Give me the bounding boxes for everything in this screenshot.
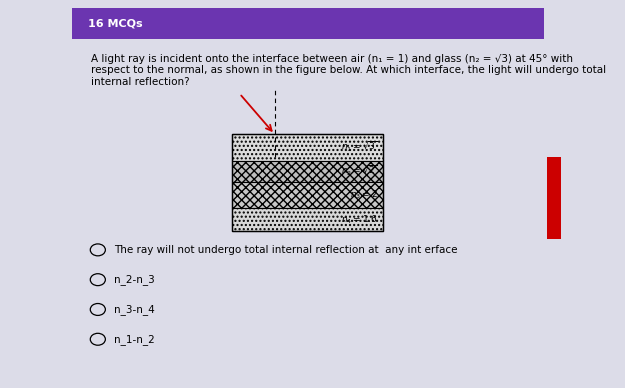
Text: The ray will not undergo total internal reflection at  any int erface: The ray will not undergo total internal …: [114, 245, 458, 255]
Bar: [232, 134, 383, 231]
Text: n_1-n_2: n_1-n_2: [114, 334, 155, 345]
Bar: [232, 182, 383, 208]
Text: $n_3 = 2$: $n_3 = 2$: [350, 189, 378, 201]
Text: $n_2 = \sqrt{2}$: $n_2 = \sqrt{2}$: [341, 164, 377, 178]
Text: $n_4 = 1.6$: $n_4 = 1.6$: [341, 213, 377, 226]
Text: respect to the normal, as shown in the figure below. At which interface, the lig: respect to the normal, as shown in the f…: [91, 66, 606, 76]
Text: n_3-n_4: n_3-n_4: [114, 304, 155, 315]
Text: A light ray is incident onto the interface between air (n₁ = 1) and glass (n₂ = : A light ray is incident onto the interfa…: [91, 54, 572, 64]
Bar: [232, 134, 383, 161]
Bar: [72, 8, 544, 40]
Text: n_2-n_3: n_2-n_3: [114, 274, 155, 285]
Text: 16 MCQs: 16 MCQs: [88, 19, 143, 29]
Text: internal reflection?: internal reflection?: [91, 77, 189, 87]
Bar: [232, 161, 383, 182]
Bar: [232, 208, 383, 231]
Text: $n_1 = \sqrt{3}$: $n_1 = \sqrt{3}$: [341, 140, 377, 154]
